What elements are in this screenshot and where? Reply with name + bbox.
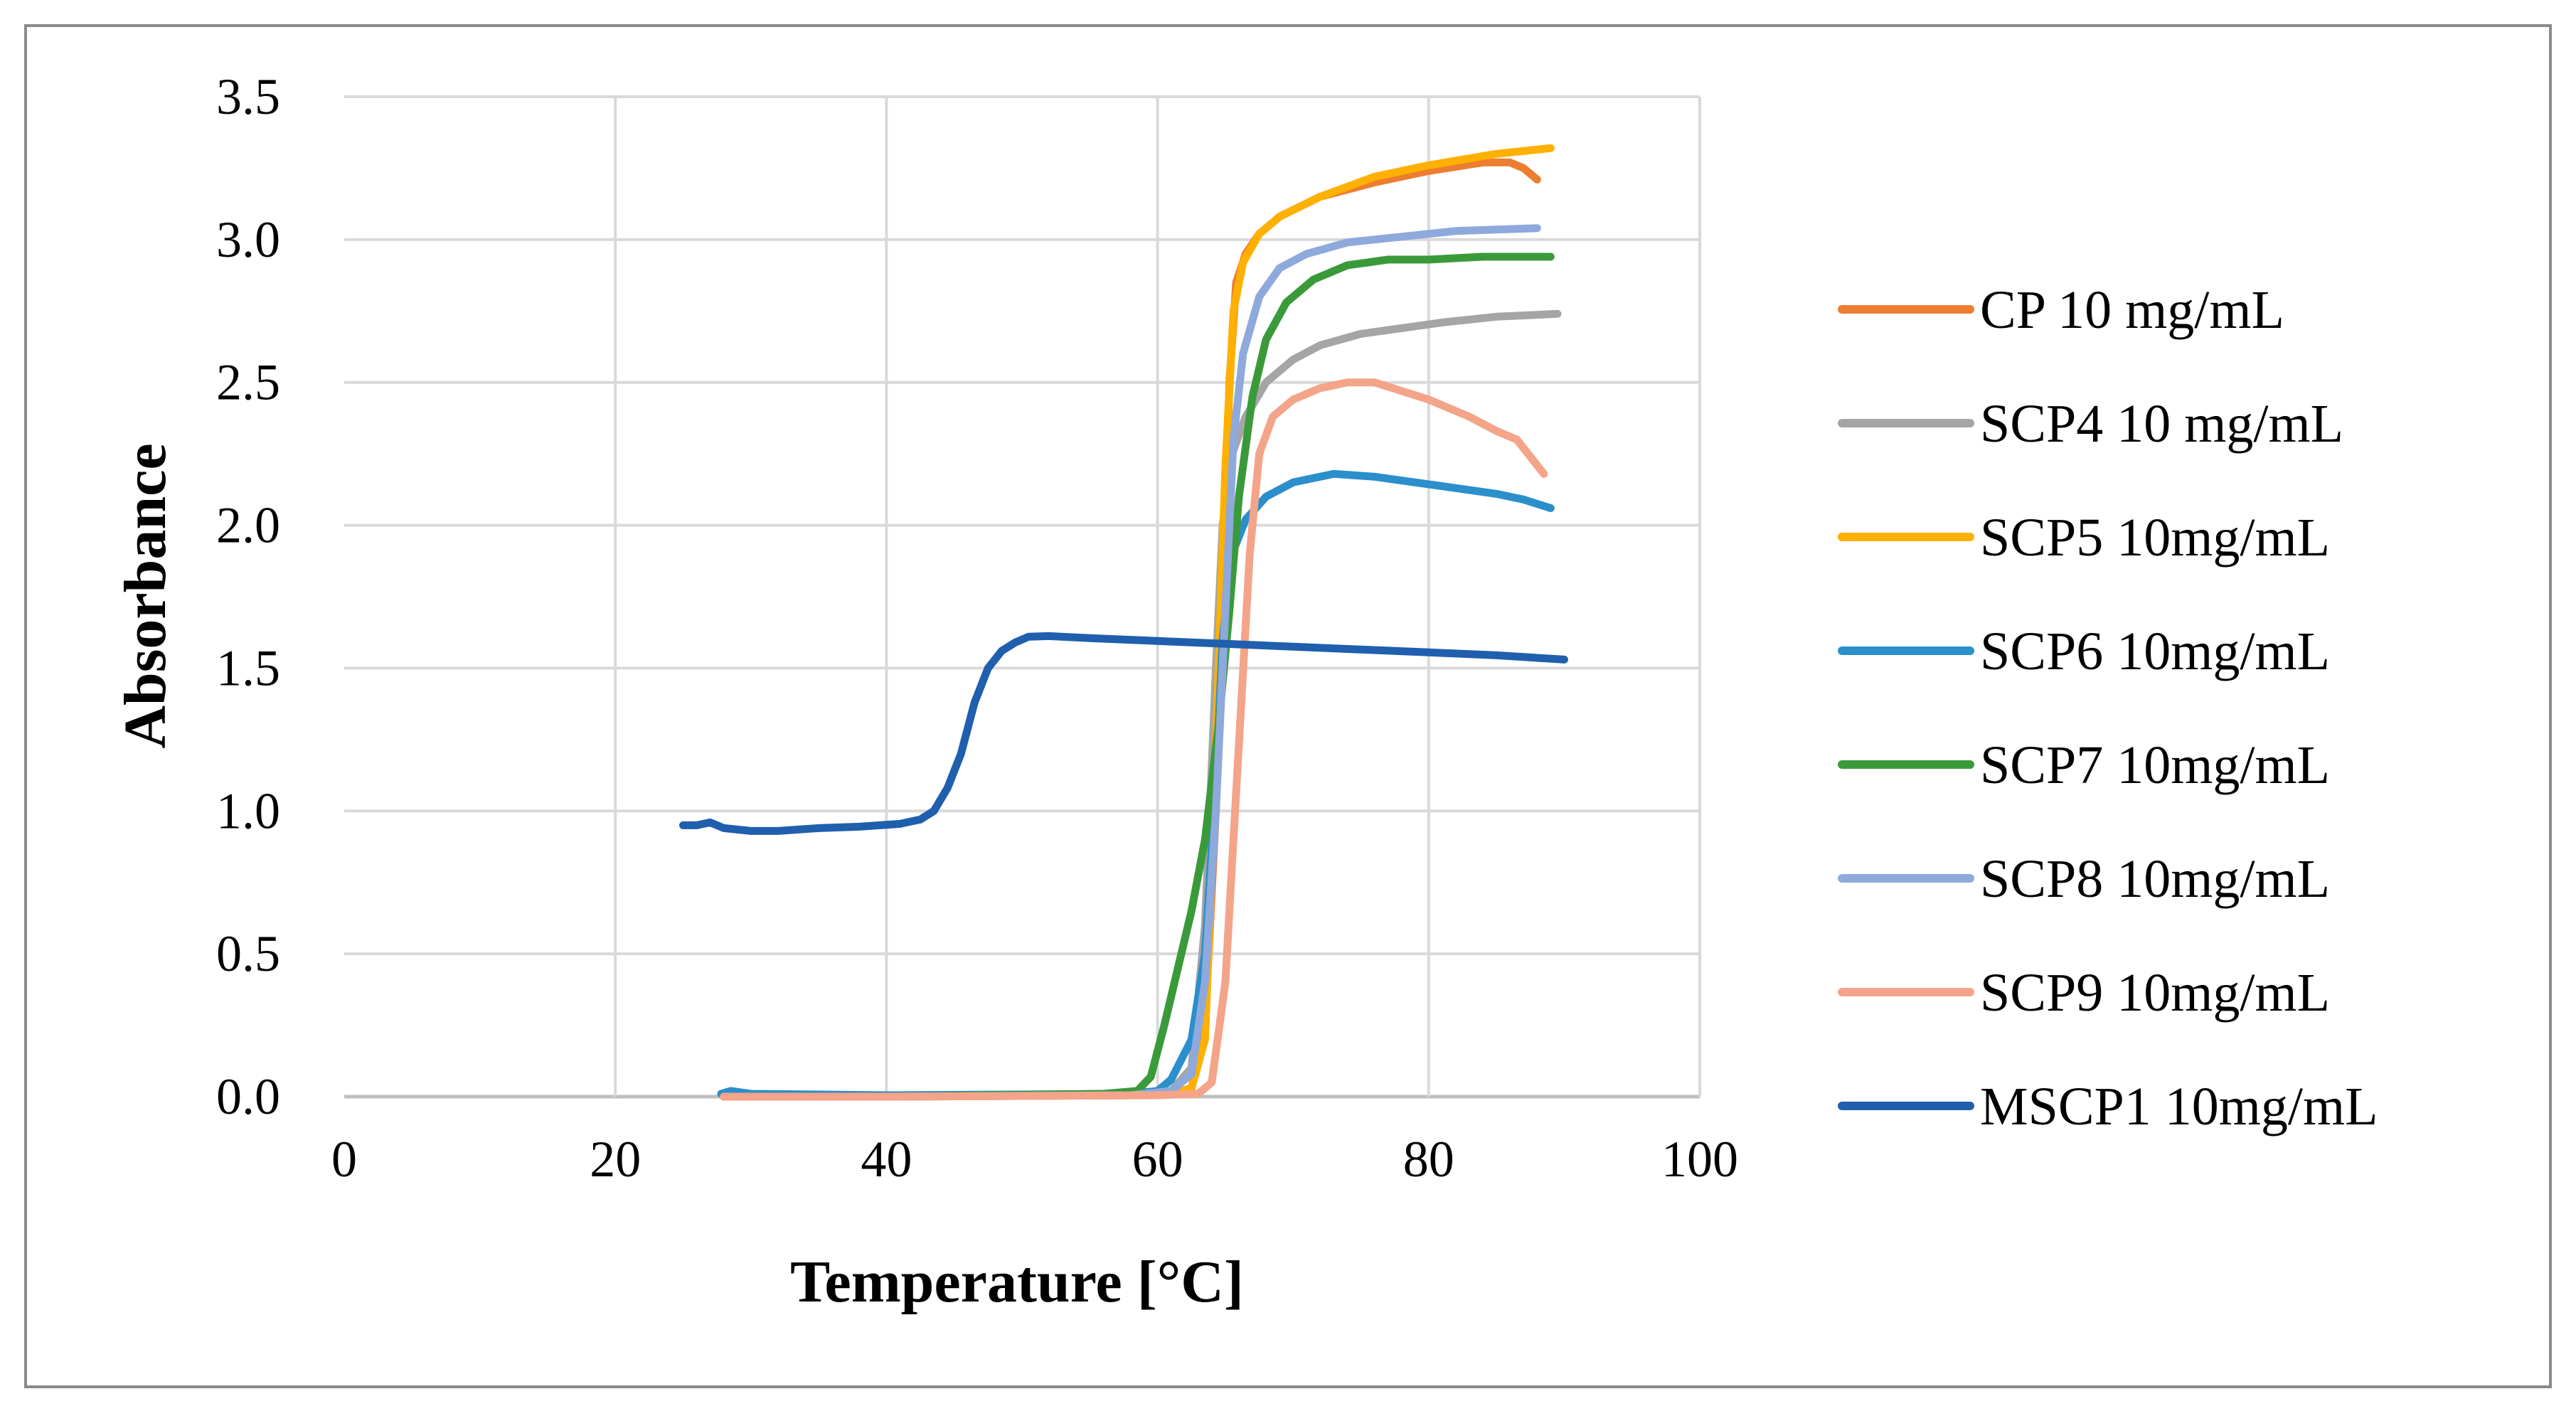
x-axis-title: Temperature [°C] <box>790 1249 1244 1315</box>
series-line-8 <box>679 632 1568 835</box>
y-tick-label: 3.0 <box>216 211 280 268</box>
y-tick-label: 0.5 <box>216 925 280 982</box>
x-tick-label: 40 <box>861 1131 912 1188</box>
y-tick-label: 3.5 <box>216 68 280 125</box>
y-tick-label: 1.5 <box>216 639 280 696</box>
series-lines <box>679 144 1568 1101</box>
legend-label: SCP9 10mg/mL <box>1980 963 2330 1023</box>
y-tick-label: 2.5 <box>216 354 280 411</box>
grid <box>344 95 1701 1099</box>
legend-label: SCP7 10mg/mL <box>1980 735 2330 795</box>
legend-label: MSCP1 10mg/mL <box>1980 1077 2378 1136</box>
y-axis-title: Absorbance <box>112 443 179 748</box>
series-line-7 <box>720 378 1548 1101</box>
legend-label: SCP6 10mg/mL <box>1980 622 2330 681</box>
axis-ticks: 0.0 0.5 1.0 1.5 2.0 2.5 3.0 3.5 0 20 40 60 80 100 <box>216 68 1738 1188</box>
x-tick-label: 60 <box>1132 1131 1183 1188</box>
y-tick-label: 1.0 <box>216 782 280 839</box>
legend-label: SCP4 10 mg/mL <box>1980 394 2343 454</box>
x-tick-label: 0 <box>331 1131 357 1188</box>
y-tick-label: 0.0 <box>216 1068 280 1125</box>
x-tick-label: 80 <box>1403 1131 1454 1188</box>
legend-label: SCP5 10mg/mL <box>1980 508 2330 568</box>
legend: CP 10 mg/mL SCP4 10 mg/mL SCP5 10mg/mL SCP6… <box>1838 280 2378 1136</box>
y-tick-label: 2.0 <box>216 497 280 554</box>
x-tick-label: 100 <box>1661 1131 1738 1188</box>
legend-label: SCP8 10mg/mL <box>1980 849 2330 909</box>
x-tick-label: 20 <box>590 1131 641 1188</box>
legend-label: CP 10 mg/mL <box>1980 280 2284 340</box>
chart-border <box>24 24 2552 1388</box>
series-line-5 <box>720 252 1555 1101</box>
